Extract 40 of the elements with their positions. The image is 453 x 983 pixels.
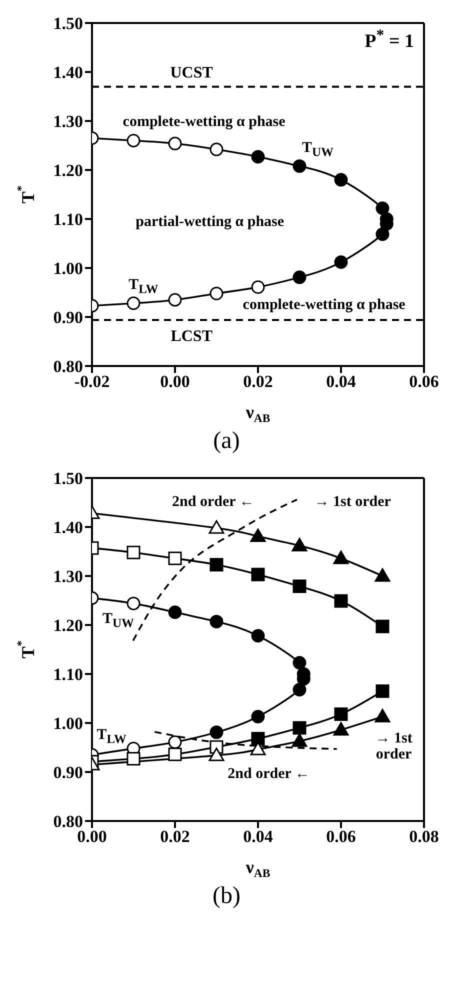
ref-line-label: LCST [170,327,213,344]
annotation: → 1st order [314,494,391,512]
annotation: complete-wetting α phase [242,296,406,314]
x-tick-label: 0.04 [326,372,356,392]
annotation: partial-wetting α phase [136,214,284,232]
y-tick-label: 1.50 [53,469,83,488]
annotation: T$_{UW}$ [102,610,134,630]
y-tick-label: 1.20 [53,616,83,636]
y-tick-label: 1.20 [53,161,83,180]
y-tick-label: 1.10 [53,665,83,684]
annotation: 2nd order ← [228,766,310,783]
y-tick-label: 0.90 [53,308,83,328]
x-tick-label: 0.04 [243,827,274,846]
text: (b) [212,883,242,910]
y-tick-label: 1.50 [53,14,83,34]
y-tick-label: 1.30 [53,112,83,132]
annotation: T$_{LW}$ [96,727,126,746]
annotation: → 1st order [375,730,412,763]
x-tick-label: 0.00 [160,372,190,392]
y-tick-label: 1.00 [53,714,83,734]
y-tick-label: 0.90 [53,763,83,782]
y-tick-label: 1.00 [53,259,83,278]
x-tick-label: 0.06 [326,827,356,846]
y-tick-label: 1.30 [53,567,83,586]
x-axis-title: ν$_{AB}$ [244,402,270,425]
annotation: complete-wetting α phase [122,114,286,132]
y-tick-label: 1.40 [53,518,83,538]
x-tick-label: 0.08 [409,827,439,846]
y-tick-label: 1.10 [53,210,83,230]
x-tick-label: 0.02 [243,372,273,392]
annotation: T$_{LW}$ [128,277,158,296]
y-tick-label: 1.40 [53,63,83,82]
annotation: T$_{UW}$ [302,140,334,159]
x-tick-label: 0.06 [409,372,439,392]
x-axis-title: ν$_{AB}$ [244,857,270,880]
annotation: P$^{*}$ = 1 [364,27,414,52]
annotation: 2nd order ← [172,494,254,512]
text: (a) [212,428,241,455]
ref-line-label: UCST [170,64,214,82]
x-tick-label: 0.02 [160,827,190,846]
